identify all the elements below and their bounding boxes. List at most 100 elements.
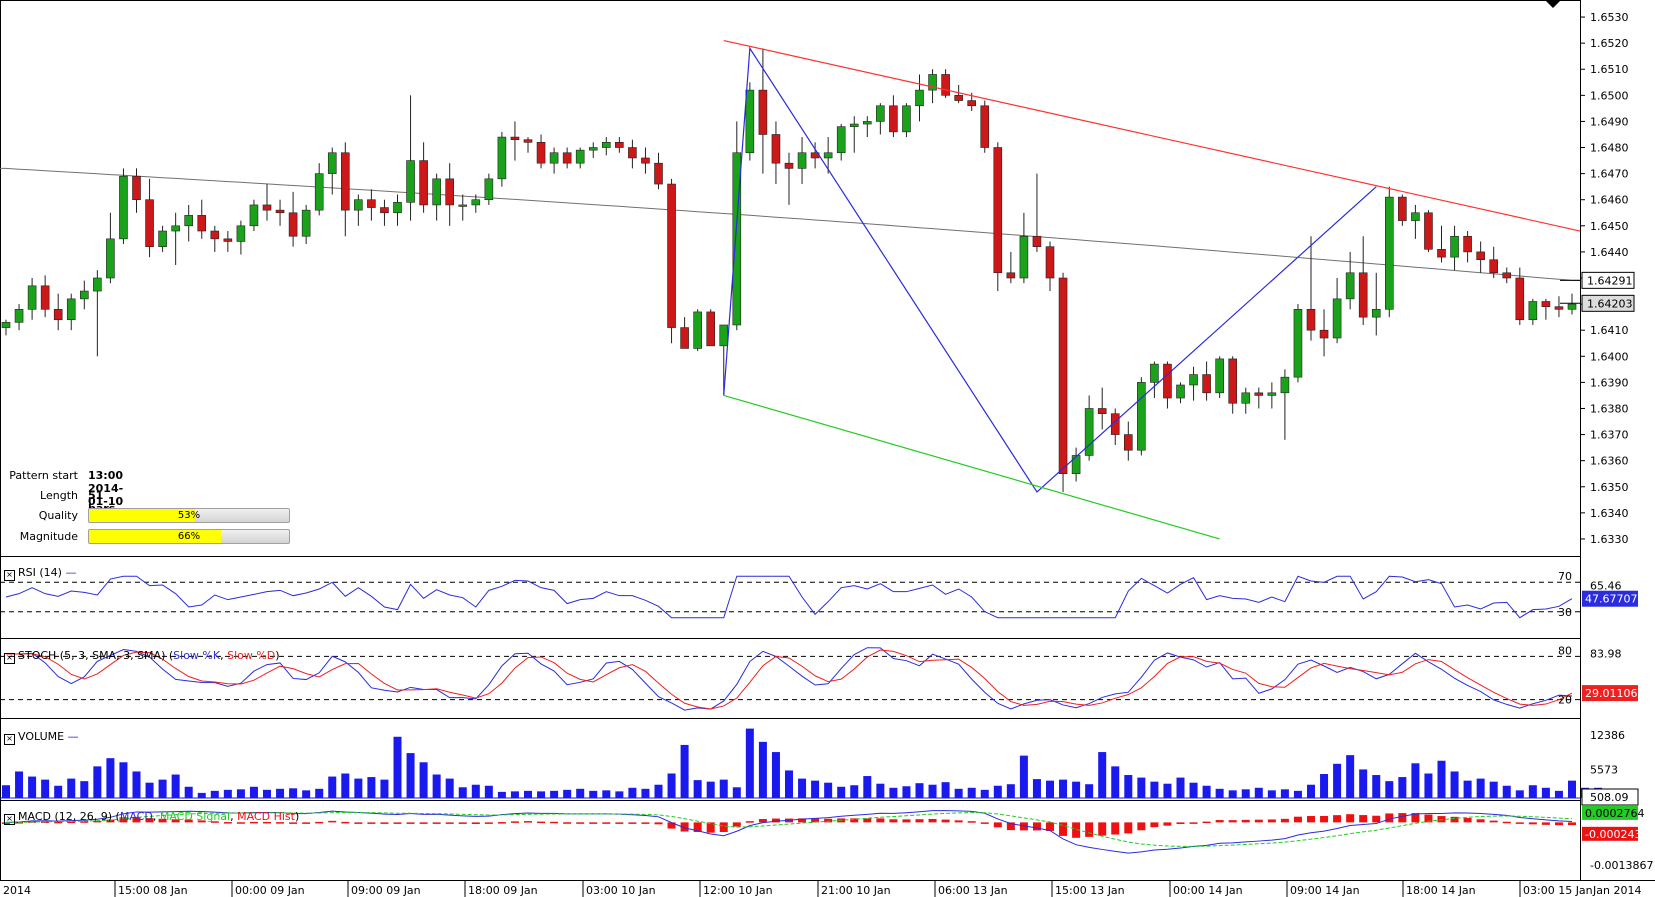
candle-body (1437, 248, 1446, 258)
candle-body (484, 178, 494, 201)
volume-title[interactable]: × VOLUME — (4, 730, 79, 745)
macd-signal-line (5, 811, 1573, 847)
macd-hist-bar (1528, 822, 1537, 825)
candle (667, 178, 676, 344)
price-panel[interactable] (0, 48, 1580, 492)
candle (862, 116, 872, 138)
macd-title[interactable]: × MACD (12, 26, 9) (MACD, MACD Signal, MA… (4, 810, 299, 825)
volume-bar (563, 789, 572, 798)
candle (823, 137, 833, 174)
rsi-axis-label: 65.46 (1590, 580, 1622, 593)
candle (1554, 296, 1564, 318)
stoch-panel[interactable] (0, 647, 1580, 711)
candle (575, 147, 585, 169)
candle (66, 293, 76, 331)
volume-bar (863, 776, 872, 798)
candle-body (80, 290, 89, 300)
candle-body (171, 225, 180, 232)
candle (1567, 293, 1577, 315)
macd-hist-bar (458, 822, 467, 824)
macd-hist-bar (1450, 816, 1459, 823)
macd-hist-bar (824, 818, 833, 823)
candle (628, 139, 637, 169)
candle-body (445, 178, 455, 206)
candle (510, 121, 520, 161)
scroll-down-icon[interactable] (1545, 0, 1561, 8)
volume-bar (67, 778, 76, 798)
candle-body (1137, 382, 1146, 451)
volume-bar (967, 787, 976, 798)
volume-bar (628, 787, 637, 798)
macd-hist-bar (1241, 819, 1250, 823)
stoch-title[interactable]: × STOCH (5, 3, SMA, 3, SMA) (Slow %K, Slo… (4, 649, 280, 664)
macd-panel[interactable] (2, 810, 1576, 854)
candle (1163, 361, 1172, 409)
candle-body (862, 121, 872, 125)
macd-hist-bar (497, 822, 506, 824)
rsi-panel[interactable] (0, 575, 1580, 619)
candle (93, 270, 102, 357)
x-tick-label: Jan 2014 (1592, 884, 1641, 897)
y-tick-label: 1.6400 (1590, 350, 1629, 363)
volume-bar (236, 789, 245, 798)
volume-bar (811, 780, 820, 798)
macd-hist-bar (1267, 819, 1276, 823)
candle-body (1528, 301, 1538, 321)
macd-hist-bar (1150, 822, 1159, 828)
candle (1045, 241, 1055, 292)
candle (706, 309, 716, 347)
candle (106, 212, 115, 284)
macd-hist-bar (928, 818, 937, 823)
macd-hist-bar (719, 822, 728, 832)
rsi-value-box (1582, 590, 1638, 607)
candle-body (327, 152, 337, 174)
candle-body (1306, 309, 1316, 331)
x-tick-label: 12:00 10 Jan (703, 884, 773, 897)
macd-hist-bar (471, 822, 480, 824)
candle-body (536, 142, 546, 164)
y-tick-label: 1.6470 (1590, 168, 1629, 181)
macd-hist-bar (223, 822, 232, 824)
candle (1241, 387, 1251, 414)
macd-hist-bar (484, 822, 493, 824)
candle-body (680, 327, 689, 349)
macd-hist-bar (315, 821, 324, 824)
macd-toggle-icon[interactable]: × (4, 814, 15, 825)
volume-bar (1541, 787, 1550, 798)
rsi-toggle-icon[interactable]: × (4, 570, 15, 581)
volume-bar (654, 784, 663, 798)
volume-bar (510, 791, 519, 798)
candle (849, 116, 859, 153)
volume-bar (419, 762, 428, 798)
macd-hist-bar (276, 822, 285, 824)
volume-panel[interactable] (0, 728, 1629, 799)
candle-body (797, 152, 807, 169)
macd-value-box (1582, 826, 1638, 841)
macd-hist-bar (1072, 822, 1081, 838)
candle-body (119, 175, 128, 240)
macd-hist-bar (406, 822, 415, 824)
candle-body (1319, 329, 1329, 339)
volume-legend-swatch: — (67, 730, 79, 743)
candle (1358, 236, 1368, 325)
candle (549, 147, 559, 174)
macd-title-text: MACD (12, 26, 9) (18, 810, 113, 823)
candle (536, 134, 546, 169)
volume-bar (1111, 766, 1120, 798)
volume-toggle-icon[interactable]: × (4, 734, 15, 745)
volume-bar (980, 789, 989, 798)
rsi-title[interactable]: × RSI (14) — (4, 566, 76, 581)
macd-hist-bar (876, 818, 885, 823)
candle (1006, 251, 1016, 284)
volume-bar (889, 787, 898, 798)
macd-signal-legend: MACD Signal (159, 810, 231, 823)
candle-body (471, 199, 481, 206)
macd-hist-bar (1411, 813, 1420, 823)
candle-body (1411, 212, 1420, 221)
volume-bar (393, 736, 402, 798)
volume-bar (1150, 781, 1159, 798)
stoch-toggle-icon[interactable]: × (4, 653, 15, 664)
volume-bar (1528, 785, 1537, 798)
x-tick-label: 15:00 08 Jan (118, 884, 188, 897)
macd-hist-bar (249, 821, 258, 824)
